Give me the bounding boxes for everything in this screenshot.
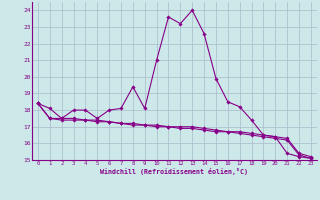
X-axis label: Windchill (Refroidissement éolien,°C): Windchill (Refroidissement éolien,°C) [100, 168, 248, 175]
